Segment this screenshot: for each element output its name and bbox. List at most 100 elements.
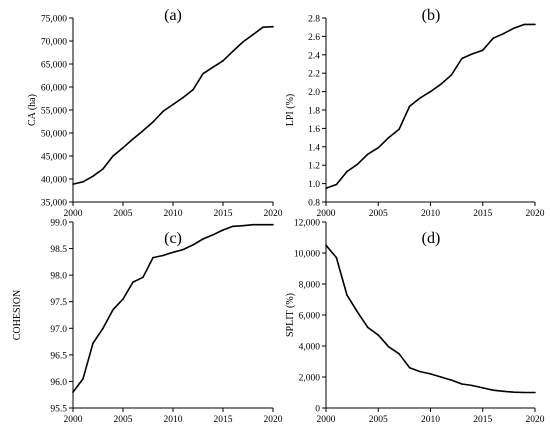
y-tick-label: 98.5 <box>50 245 67 255</box>
data-point <box>335 183 338 186</box>
x-tick-label: 2000 <box>64 209 83 219</box>
data-point <box>162 254 164 257</box>
data-point <box>142 129 144 132</box>
x-tick-label: 2015 <box>214 209 233 219</box>
data-point <box>242 224 244 227</box>
x-tick-label: 2010 <box>164 415 183 425</box>
x-tick-label: 2010 <box>164 209 183 219</box>
data-point <box>440 376 442 378</box>
y-tick-label: 12,000 <box>294 219 320 229</box>
data-point <box>408 366 411 369</box>
data-point <box>102 327 104 330</box>
data-point <box>212 234 214 236</box>
y-tick-label: 65,000 <box>41 61 67 71</box>
y-tick-label: 40,000 <box>41 176 67 186</box>
data-point <box>461 383 463 385</box>
data-point <box>346 170 348 173</box>
data-point <box>429 90 432 93</box>
data-point <box>367 326 369 329</box>
y-axis-title: LPI (%) <box>285 94 296 127</box>
data-point <box>192 244 194 246</box>
y-tick-label: 1.0 <box>308 180 320 190</box>
data-point <box>262 26 264 29</box>
data-point <box>182 96 184 99</box>
x-tick-label: 2005 <box>114 415 133 425</box>
data-point <box>202 238 204 240</box>
x-tick-label: 2015 <box>473 209 492 219</box>
y-axis-title: CA (ha) <box>27 94 38 126</box>
x-tick-label: 2010 <box>421 209 440 219</box>
y-tick-label: 0 <box>315 405 320 415</box>
y-tick-label: 1.6 <box>308 125 320 135</box>
y-tick-label: 75,000 <box>41 15 67 25</box>
data-point <box>398 128 400 131</box>
data-point <box>440 83 442 85</box>
y-tick-label: 1.8 <box>308 107 320 117</box>
y-tick-label: 2.8 <box>308 15 320 25</box>
series-line <box>72 223 273 393</box>
data-point <box>242 41 244 43</box>
data-point <box>398 353 400 355</box>
data-point <box>408 105 411 108</box>
y-tick-label: 96.0 <box>50 378 67 388</box>
data-point <box>172 251 174 254</box>
y-tick-label: 1.2 <box>308 162 320 172</box>
data-point <box>182 248 184 251</box>
x-tick-label: 2000 <box>64 415 83 425</box>
chart-panel-1: 35,000 40,000 45,000 50,000 55,000 60,000 65,0… <box>27 7 283 219</box>
x-tick-label: 2020 <box>264 415 283 425</box>
data-point <box>222 60 224 62</box>
data-point <box>523 391 526 394</box>
data-point <box>122 146 124 149</box>
y-tick-label: 99.0 <box>50 219 67 229</box>
data-point <box>513 391 515 394</box>
data-point <box>232 50 234 52</box>
x-tick-label: 2005 <box>369 415 388 425</box>
x-tick-label: 2015 <box>473 415 492 425</box>
y-tick-label: 10,000 <box>294 250 320 260</box>
panel-label: (c) <box>164 230 182 247</box>
data-point <box>152 121 154 123</box>
data-point <box>272 223 274 226</box>
data-point <box>262 223 264 226</box>
y-tick-label: 2.4 <box>308 51 320 61</box>
x-tick-label: 2000 <box>317 415 336 425</box>
y-tick-label: 2.6 <box>308 33 320 43</box>
data-point <box>325 244 327 247</box>
data-point <box>112 308 114 311</box>
x-tick-label: 2005 <box>114 209 133 219</box>
x-tick-label: 2020 <box>526 209 545 219</box>
data-point <box>471 384 474 387</box>
chart-panel-4: 0 2,000 4,000 6,000 8,000 10,000 12,000 2000 200… <box>285 219 545 426</box>
data-point <box>346 294 348 296</box>
data-point <box>102 168 104 170</box>
y-tick-label: 2.0 <box>308 88 320 98</box>
y-tick-label: 96.5 <box>50 351 67 361</box>
y-axis-title: COHESION <box>12 290 23 341</box>
data-point <box>419 97 421 99</box>
data-point <box>387 136 390 139</box>
data-point <box>534 23 536 26</box>
data-point <box>513 27 515 29</box>
y-tick-label: 60,000 <box>41 84 67 94</box>
data-point <box>72 391 74 393</box>
data-point <box>172 103 174 106</box>
data-point <box>92 342 94 345</box>
data-point <box>82 181 84 183</box>
y-tick-label: 55,000 <box>41 107 67 117</box>
y-tick-label: 6,000 <box>299 312 321 322</box>
y-axis-title: SPLIT (%) <box>285 293 296 337</box>
data-point <box>212 66 214 68</box>
data-point <box>162 110 164 113</box>
panel-label: (a) <box>164 7 182 24</box>
data-point <box>122 298 124 300</box>
data-point <box>492 389 495 392</box>
data-point <box>461 57 463 60</box>
x-tick-label: 2020 <box>526 415 545 425</box>
data-point <box>252 33 254 36</box>
x-tick-label: 2005 <box>369 209 388 219</box>
y-tick-label: 50,000 <box>41 130 67 140</box>
data-point <box>482 49 484 51</box>
data-point <box>377 146 380 149</box>
